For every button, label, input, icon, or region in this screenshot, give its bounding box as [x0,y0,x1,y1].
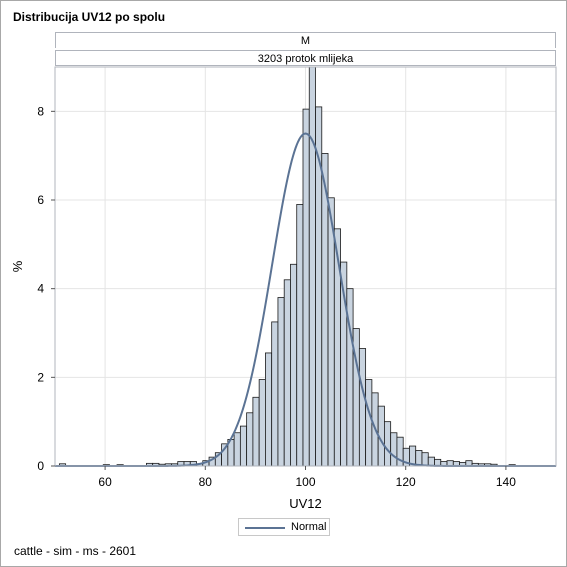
histogram-bar [365,379,373,467]
histogram-bar [358,348,367,467]
y-tick-label: 8 [37,104,44,118]
histogram-bar [283,279,291,467]
y-tick-label: 0 [37,459,44,473]
histogram-bar [421,452,429,467]
x-tick-label: 60 [98,475,112,489]
y-tick-label: 2 [37,370,44,384]
histogram-bar [271,321,279,467]
histogram-bar [384,421,392,467]
histogram-bar [239,425,248,467]
y-axis-label: % [10,260,25,272]
x-tick-label: 140 [496,475,516,489]
histogram-bar [233,432,241,467]
legend: Normal [238,518,330,536]
panel-header-gender: M [55,32,556,48]
legend-swatch-normal [245,527,285,529]
x-axis-label: UV12 [289,496,322,511]
histogram-bar [252,396,260,467]
y-tick-label: 6 [37,193,44,207]
histogram-bar [265,352,273,467]
histogram-bar [277,297,285,467]
histogram-bar [246,412,254,467]
histogram-bar [390,432,398,467]
histogram-bars [58,66,516,467]
histogram-bar [308,66,316,467]
histogram-bar [296,204,304,467]
axes: 60 80 100 120 140 0 2 4 6 8 UV12% [10,104,516,511]
legend-label-normal: Normal [291,521,327,533]
chart-title: Distribucija UV12 po spolu [13,10,166,24]
footnote: cattle - sim - ms - 2601 [14,544,137,558]
x-tick-label: 80 [199,475,213,489]
histogram-bar [327,197,335,467]
x-tick-label: 100 [295,475,315,489]
x-tick-label: 120 [396,475,416,489]
grid-lines [55,67,556,467]
histogram-bar [290,263,298,467]
panel-header-trait: 3203 protok mlijeka [55,50,556,66]
y-tick-label: 4 [37,282,44,296]
histogram-bar [302,108,310,467]
histogram-bar [415,450,423,467]
histogram-bar [258,379,266,467]
